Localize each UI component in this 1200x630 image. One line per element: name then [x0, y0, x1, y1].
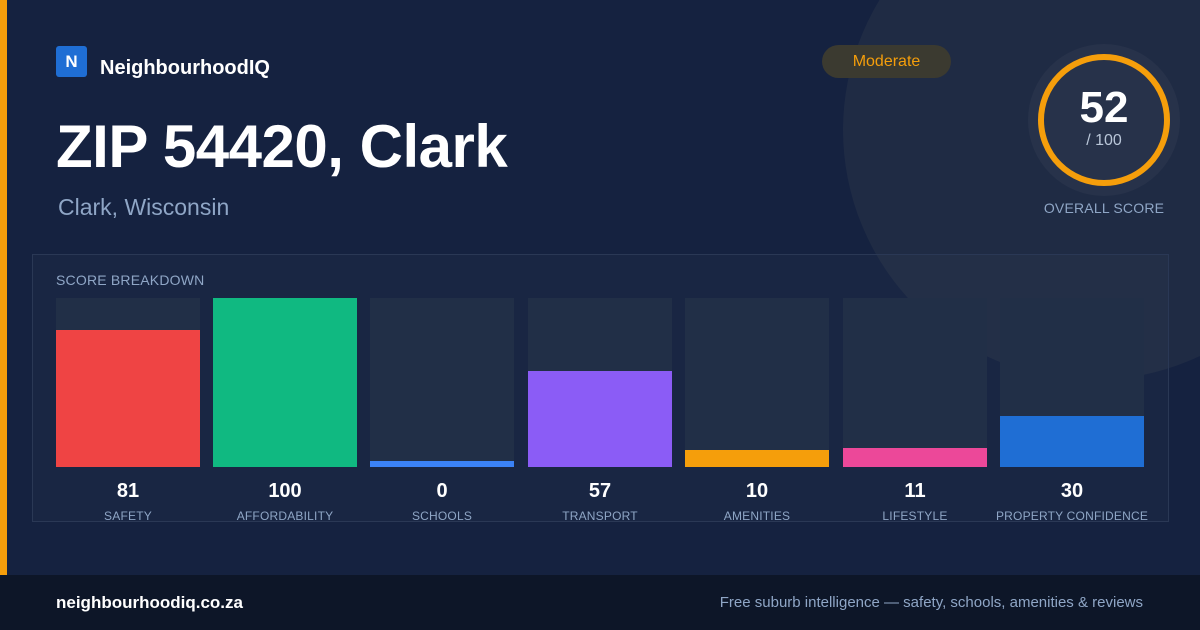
bar-label: AFFORDABILITY [236, 509, 334, 523]
page-title: ZIP 54420, Clark [56, 113, 508, 180]
score-bar-affordability: 100 AFFORDABILITY [213, 298, 357, 523]
score-ring-background [1028, 44, 1180, 196]
bar-label: PROPERTY CONFIDENCE [995, 509, 1149, 523]
bar-value: 10 [745, 480, 769, 502]
bar-track [213, 298, 357, 467]
bar-label: SCHOOLS [411, 509, 473, 523]
bar-value: 57 [588, 480, 612, 502]
location-subtitle: Clark, Wisconsin [58, 194, 230, 220]
footer-url[interactable]: neighbourhoodiq.co.za [56, 593, 243, 612]
score-breakdown-panel [32, 254, 1169, 522]
bar-fill [56, 330, 200, 467]
bar-label: SAFETY [104, 509, 152, 523]
bar-track [370, 298, 514, 467]
overall-score-label: OVERALL SCORE [1043, 200, 1165, 216]
bar-label: TRANSPORT [562, 509, 638, 523]
accent-bar [0, 0, 7, 575]
score-bar-lifestyle: 11 LIFESTYLE [843, 298, 987, 523]
bar-track [1000, 298, 1144, 467]
score-bar-property-confidence: 30 PROPERTY CONFIDENCE [996, 298, 1148, 523]
score-bar-schools: 0 SCHOOLS [370, 298, 514, 523]
bar-fill [213, 298, 357, 467]
bar-track [56, 298, 200, 467]
overall-score-max: / 100 [1086, 132, 1122, 149]
brand-logo: N [56, 46, 87, 77]
bar-label: AMENITIES [723, 509, 791, 523]
bar-value: 81 [116, 480, 140, 502]
score-bar-amenities: 10 AMENITIES [685, 298, 829, 523]
bar-value: 11 [904, 480, 926, 502]
bar-fill [1000, 416, 1144, 467]
bar-label: LIFESTYLE [882, 509, 948, 523]
rating-badge-label: Moderate [852, 52, 921, 70]
bar-track [528, 298, 672, 467]
score-ring-arc [1038, 54, 1170, 186]
bar-fill [685, 450, 829, 467]
bar-track [843, 298, 987, 467]
footer [0, 575, 1200, 630]
bar-track [685, 298, 829, 467]
score-bar-safety: 81 SAFETY [56, 298, 200, 523]
brand-name: NeighbourhoodIQ [100, 57, 270, 79]
score-breakdown-title: SCORE BREAKDOWN [56, 272, 205, 288]
bar-fill [843, 448, 987, 467]
bar-value: 30 [1060, 480, 1084, 502]
footer-tagline: Free suburb intelligence — safety, schoo… [719, 594, 1143, 611]
overall-score-ring [1028, 44, 1180, 196]
bar-value: 100 [268, 480, 302, 502]
overall-score-value: 52 [1079, 83, 1129, 132]
bar-value: 0 [436, 480, 448, 502]
bar-fill [370, 461, 514, 467]
score-bar-transport: 57 TRANSPORT [528, 298, 672, 523]
bar-fill [528, 371, 672, 467]
rating-badge: Moderate [822, 45, 951, 78]
